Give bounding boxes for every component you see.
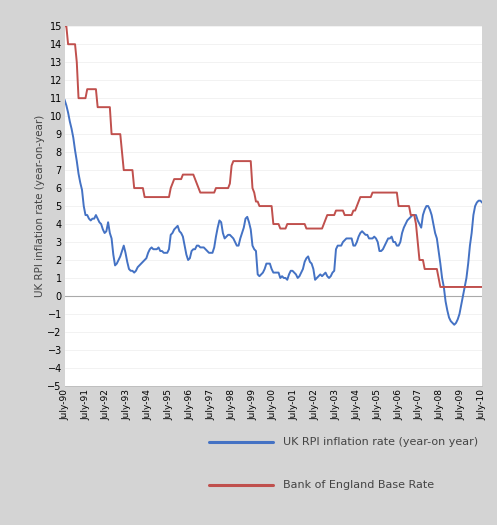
Y-axis label: UK RPI inflation rate (year-on-year): UK RPI inflation rate (year-on-year) [35, 115, 45, 297]
Text: Bank of England Base Rate: Bank of England Base Rate [283, 479, 434, 490]
Text: UK RPI inflation rate (year-on year): UK RPI inflation rate (year-on year) [283, 437, 479, 447]
